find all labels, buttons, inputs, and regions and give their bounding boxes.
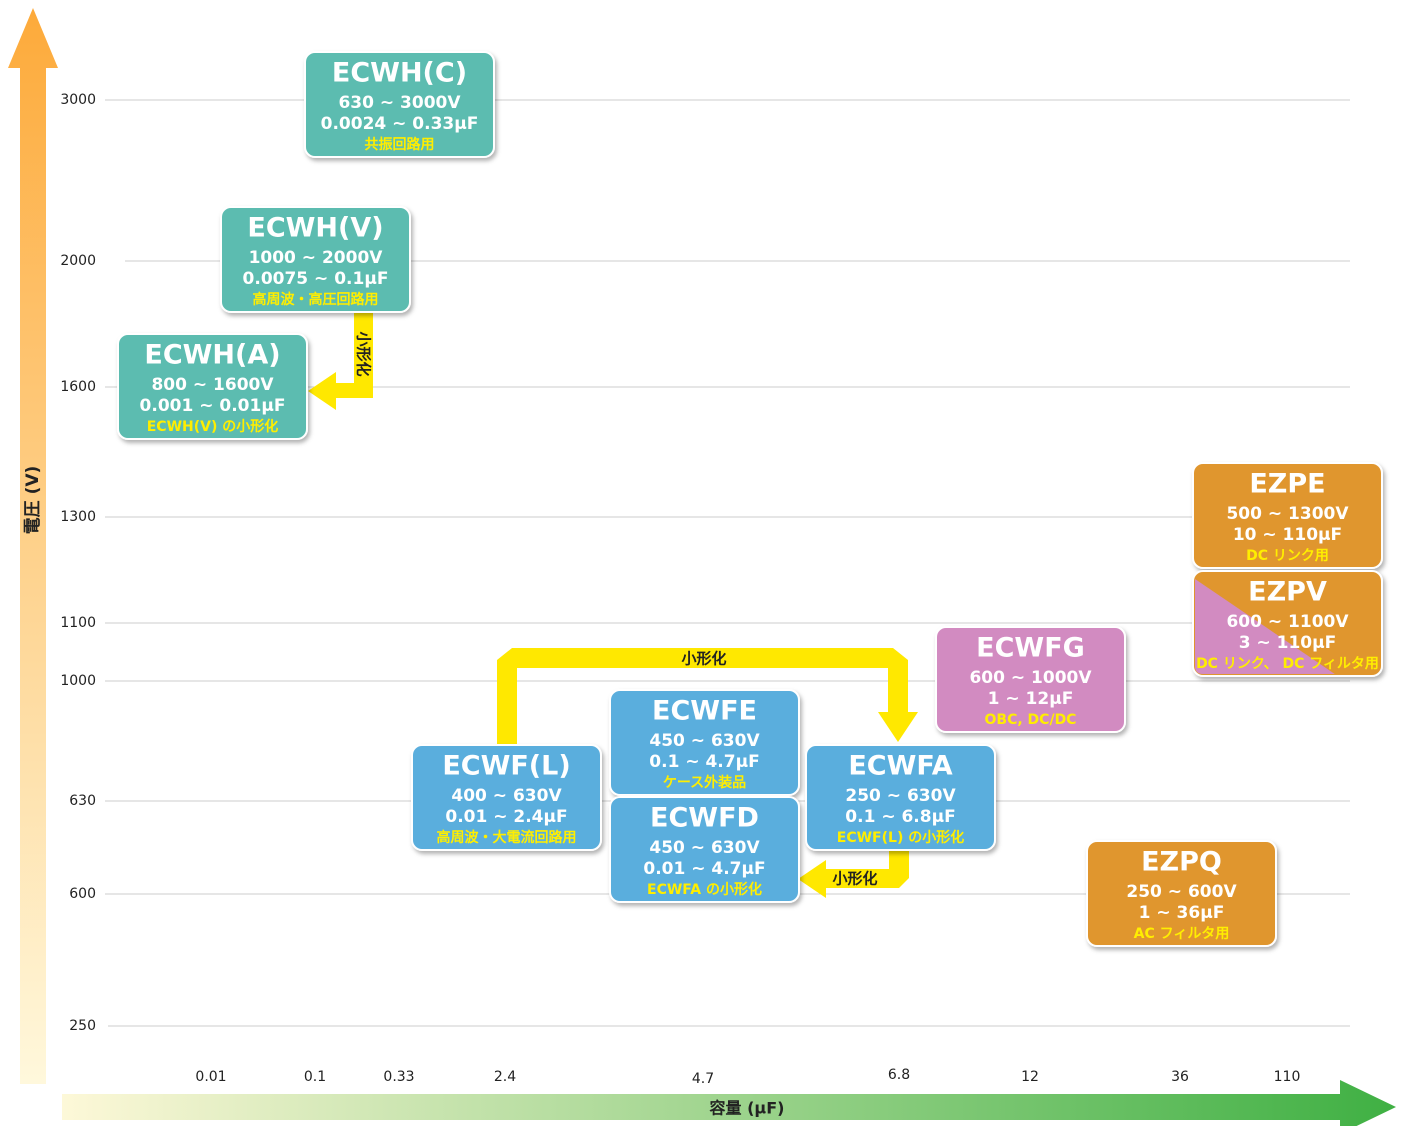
- y-tick-label: 3000: [60, 92, 96, 108]
- box-capacitance: 1 ~ 36μF: [1139, 903, 1225, 923]
- box-bg: [117, 333, 308, 440]
- box-capacitance: 3 ~ 110μF: [1239, 633, 1337, 653]
- box-capacitance: 0.001 ~ 0.01μF: [140, 396, 286, 416]
- y-tick-label: 600: [69, 886, 96, 902]
- box-voltage: 800 ~ 1600V: [151, 375, 274, 395]
- box-capacitance: 0.01 ~ 4.7μF: [643, 859, 765, 879]
- x-axis-label: 容量 (μF): [709, 1099, 785, 1118]
- box-voltage: 450 ~ 630V: [649, 731, 760, 751]
- box-title: ECWF(L): [442, 751, 570, 782]
- y-tick-label: 1000: [60, 673, 96, 689]
- box-title: ECWH(C): [332, 58, 467, 89]
- box-bg: [805, 744, 996, 851]
- box-bg: [220, 206, 411, 313]
- box-bg: [411, 744, 602, 851]
- arrow: [308, 311, 373, 410]
- x-tick-label: 12: [1021, 1069, 1039, 1085]
- arrow-label: 小形化: [681, 650, 726, 668]
- y-tick-label: 2000: [60, 253, 96, 269]
- y-tick-label: 1600: [60, 379, 96, 395]
- box-note: ECWFA の小形化: [647, 881, 762, 898]
- box-voltage: 1000 ~ 2000V: [249, 248, 384, 268]
- box-title: EZPQ: [1141, 847, 1222, 878]
- box-note: 高周波・大電流回路用: [437, 829, 577, 846]
- y-axis-arrow: [8, 8, 58, 1084]
- box-voltage: 250 ~ 600V: [1126, 882, 1237, 902]
- x-tick-label: 110: [1274, 1069, 1301, 1085]
- box-voltage: 400 ~ 630V: [451, 786, 562, 806]
- x-tick-label: 0.1: [304, 1069, 326, 1085]
- box-bg: [609, 796, 800, 903]
- box-bg: [935, 626, 1126, 733]
- box-note: OBC, DC/DC: [985, 712, 1077, 728]
- box-title: ECWH(V): [247, 213, 383, 244]
- box-capacitance: 1 ~ 12μF: [988, 689, 1074, 709]
- box-bg-split: [1195, 579, 1335, 674]
- x-tick-label: 36: [1171, 1069, 1189, 1085]
- box-title: ECWFG: [976, 633, 1085, 664]
- box-voltage: 630 ~ 3000V: [338, 93, 461, 113]
- box-title: ECWFE: [652, 696, 757, 727]
- x-tick-label: 4.7: [692, 1071, 714, 1087]
- x-tick-label: 2.4: [494, 1069, 516, 1085]
- box-capacitance: 0.0024 ~ 0.33μF: [321, 114, 479, 134]
- y-tick-label: 1300: [60, 509, 96, 525]
- box-title: EZPV: [1248, 577, 1327, 608]
- arrow: [497, 648, 918, 745]
- box-bg: [304, 51, 495, 158]
- box-capacitance: 0.1 ~ 4.7μF: [649, 752, 759, 772]
- box-note: ECWH(V) の小形化: [147, 418, 279, 435]
- box-voltage: 600 ~ 1000V: [969, 668, 1092, 688]
- box-note: 高周波・高圧回路用: [253, 291, 379, 308]
- box-title: ECWH(A): [144, 340, 280, 371]
- box-capacitance: 10 ~ 110μF: [1233, 525, 1342, 545]
- box-note: DC リンク用: [1246, 548, 1329, 564]
- box-title: EZPE: [1249, 469, 1325, 500]
- box-note: AC フィルタ用: [1134, 926, 1230, 942]
- box-note: 共振回路用: [365, 136, 435, 153]
- box-note: DC リンク、 DC フィルタ用: [1196, 656, 1379, 672]
- arrow: [798, 850, 909, 898]
- y-axis-label: 電圧 (V): [23, 466, 43, 535]
- y-tick-label: 250: [69, 1018, 96, 1034]
- box-voltage: 600 ~ 1100V: [1226, 612, 1349, 632]
- box-title: ECWFA: [848, 751, 952, 782]
- box-voltage: 250 ~ 630V: [845, 786, 956, 806]
- box-capacitance: 0.0075 ~ 0.1μF: [243, 269, 389, 289]
- box-bg: [1086, 840, 1277, 947]
- box-voltage: 500 ~ 1300V: [1226, 504, 1349, 524]
- arrow-label: 小形化: [832, 870, 877, 888]
- y-tick-label: 630: [69, 793, 96, 809]
- box-capacitance: 0.1 ~ 6.8μF: [845, 807, 955, 827]
- box-note: ECWF(L) の小形化: [837, 829, 964, 846]
- box-capacitance: 0.01 ~ 2.4μF: [445, 807, 567, 827]
- x-axis-arrow: [62, 1080, 1396, 1126]
- box-bg: [609, 689, 800, 796]
- box-title: ECWFD: [650, 803, 759, 834]
- box-voltage: 450 ~ 630V: [649, 838, 760, 858]
- y-tick-label: 1100: [60, 615, 96, 631]
- x-tick-label: 6.8: [888, 1067, 910, 1083]
- box-note: ケース外装品: [663, 774, 746, 791]
- x-tick-label: 0.01: [195, 1069, 226, 1085]
- x-tick-label: 0.33: [383, 1069, 414, 1085]
- arrow-label: 小形化: [355, 331, 373, 376]
- box-bg: [1192, 462, 1383, 569]
